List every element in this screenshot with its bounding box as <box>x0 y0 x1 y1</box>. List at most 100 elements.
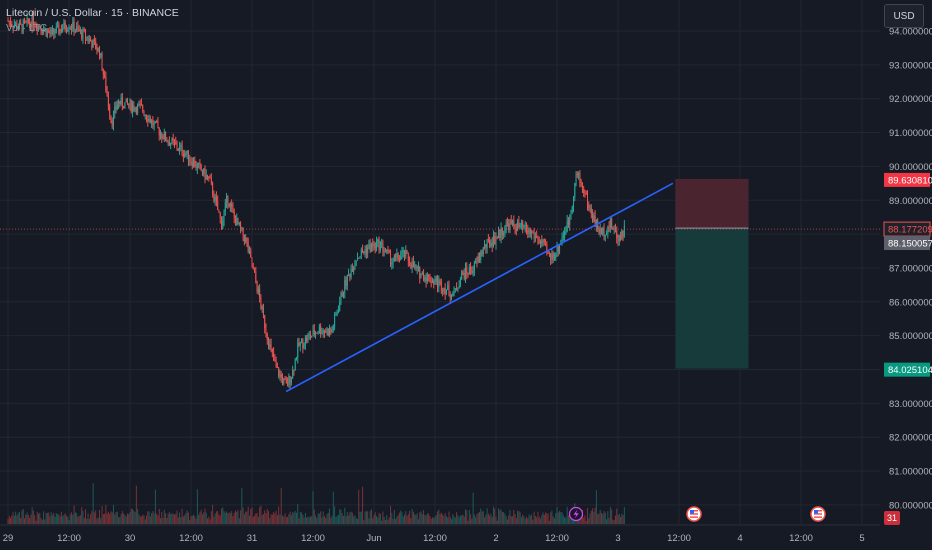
volume-bar <box>565 517 567 524</box>
candle-body <box>146 114 148 119</box>
candle-body <box>266 333 268 341</box>
candle-body <box>215 196 217 202</box>
volume-bar <box>476 513 478 524</box>
candle-body <box>207 174 209 177</box>
candle-body <box>527 230 529 234</box>
candle-body <box>126 98 128 104</box>
volume-bar <box>257 517 259 524</box>
volume-bar <box>39 512 41 524</box>
volume-bar <box>402 516 404 524</box>
candle-body <box>327 329 329 336</box>
candle-body <box>410 265 412 269</box>
volume-bar <box>67 516 69 524</box>
candle-body <box>378 239 380 251</box>
us-flag-icon[interactable] <box>686 506 702 522</box>
volume-bar <box>490 513 492 524</box>
candle-body <box>332 326 334 330</box>
candle-body <box>382 242 384 252</box>
volume-bar <box>564 517 566 524</box>
volume-bar <box>86 518 88 524</box>
volume-bar <box>55 513 57 524</box>
volume-bar <box>91 511 93 524</box>
us-flag-icon[interactable] <box>810 506 826 522</box>
volume-bar <box>63 514 65 524</box>
candle-body <box>8 20 10 22</box>
candle-body <box>485 244 487 248</box>
volume-bar <box>425 515 427 524</box>
candle-body <box>594 215 596 227</box>
candle-body <box>170 143 172 146</box>
volume-bar <box>465 509 466 524</box>
candle-body <box>397 253 399 260</box>
volume-bar <box>614 515 616 524</box>
volume-bar <box>26 512 28 524</box>
candle-body <box>437 278 439 288</box>
volume-bar <box>74 512 76 524</box>
volume-bar <box>426 513 428 524</box>
candle-body <box>326 329 328 333</box>
volume-bar <box>334 506 336 524</box>
volume-bar <box>153 513 155 524</box>
volume-bar <box>449 516 451 524</box>
candle-body <box>25 21 27 23</box>
volume-bar <box>414 514 416 524</box>
candle-body <box>32 15 34 27</box>
candle-body <box>453 288 455 295</box>
time-label: 31 <box>247 533 258 544</box>
volume-bar <box>88 518 90 524</box>
volume-bar <box>17 513 19 524</box>
candle-body <box>396 253 398 257</box>
volume-bar <box>527 518 529 524</box>
volume-bar <box>392 518 394 524</box>
candle-body <box>257 288 259 292</box>
target-zone[interactable] <box>675 228 749 369</box>
volume-bar <box>78 515 80 524</box>
candle-body <box>205 174 207 180</box>
stop-zone[interactable] <box>675 178 749 229</box>
volume-bar <box>377 517 379 524</box>
volume-bar <box>43 511 45 524</box>
volume-bar <box>429 515 431 524</box>
currency-button[interactable]: USD <box>884 4 924 28</box>
volume-bar <box>384 520 386 524</box>
volume-bar <box>271 514 273 524</box>
candle-body <box>337 310 339 313</box>
price-label: 80.000000 <box>889 500 932 511</box>
lightning-icon[interactable] <box>568 506 584 522</box>
candle-body <box>71 27 73 30</box>
volume-bar <box>50 512 52 524</box>
candle-body <box>48 30 50 33</box>
volume-bar <box>567 515 569 524</box>
candle-body <box>243 235 245 243</box>
candle-body <box>505 223 507 230</box>
volume-bar <box>536 517 538 524</box>
candle-body <box>280 374 282 378</box>
volume-bar <box>503 512 505 524</box>
candle-body <box>439 280 441 282</box>
candle-body <box>44 28 46 30</box>
volume-bar <box>369 510 371 524</box>
candle-body <box>224 202 226 211</box>
stop-price-tag: 89.630810 <box>888 175 932 186</box>
candle-body <box>323 330 325 332</box>
candle-body <box>186 150 188 155</box>
candle-body <box>541 240 543 244</box>
volume-bar <box>467 520 469 524</box>
volume-bar <box>7 518 9 524</box>
candle-body <box>509 220 511 230</box>
volume-bar <box>22 508 24 524</box>
volume-bar <box>417 519 419 524</box>
volume-bar <box>606 519 608 524</box>
volume-bar <box>566 506 568 524</box>
volume-bar <box>280 487 282 524</box>
price-label: 83.000000 <box>889 399 932 410</box>
candle-body <box>383 251 385 253</box>
trendline[interactable] <box>285 182 674 393</box>
candle-body <box>451 295 453 298</box>
candle-body <box>415 265 417 269</box>
time-label: 12:00 <box>179 533 203 544</box>
candle-body <box>565 231 567 233</box>
volume-bar <box>107 511 109 524</box>
